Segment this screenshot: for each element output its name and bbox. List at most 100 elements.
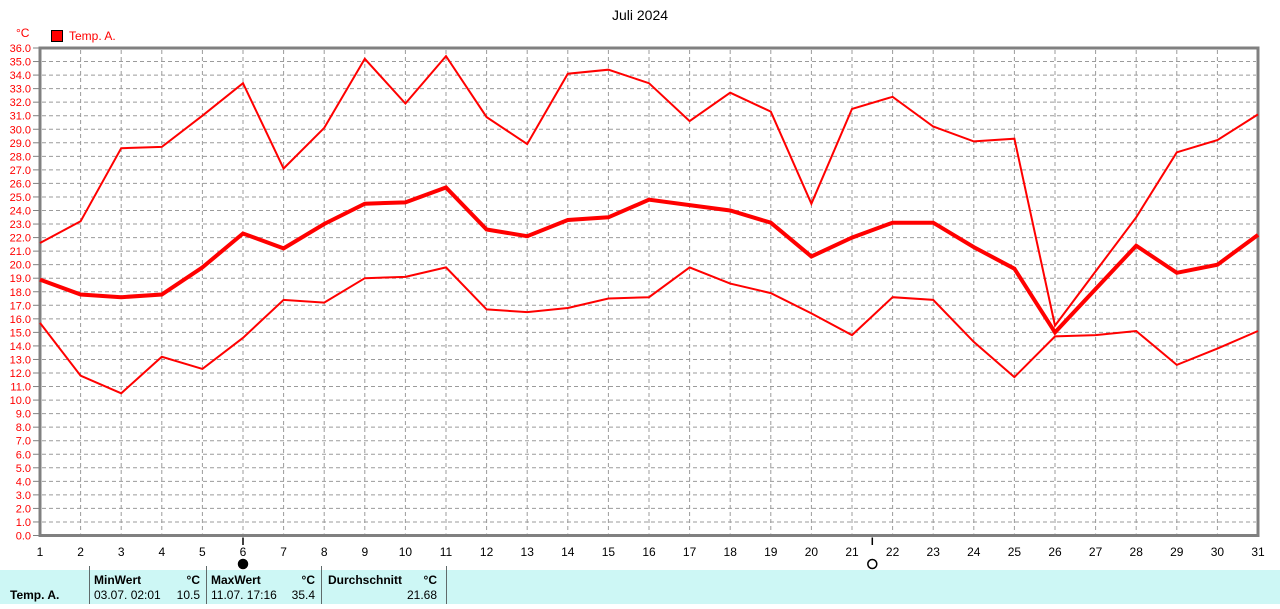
legend-swatch-icon	[51, 30, 63, 42]
svg-text:21.0: 21.0	[10, 246, 31, 258]
svg-text:30: 30	[1211, 545, 1225, 559]
legend-label: Temp. A.	[69, 29, 116, 43]
x-axis-labels: 1 2 3 4 5 6 7 8 9 10 11 12 13 14 15 16 17 18 19 20 21 22 23 24 2…	[37, 545, 1265, 559]
durchschnitt-header: Durchschnitt	[328, 573, 403, 587]
svg-text:9: 9	[361, 545, 368, 559]
svg-text:7: 7	[280, 545, 287, 559]
svg-text:30.0: 30.0	[10, 124, 31, 136]
svg-text:7.0: 7.0	[16, 436, 31, 448]
svg-text:23.0: 23.0	[10, 219, 31, 231]
svg-text:14.0: 14.0	[10, 341, 31, 353]
svg-text:29: 29	[1170, 545, 1184, 559]
svg-text:1: 1	[37, 545, 44, 559]
svg-text:14: 14	[561, 545, 575, 559]
table-separator	[89, 566, 90, 604]
svg-text:1.0: 1.0	[16, 517, 31, 529]
svg-text:16.0: 16.0	[10, 314, 31, 326]
svg-text:28: 28	[1130, 545, 1144, 559]
svg-text:26.0: 26.0	[10, 178, 31, 190]
svg-text:11: 11	[440, 545, 453, 559]
svg-text:4.0: 4.0	[16, 476, 31, 488]
svg-text:15: 15	[602, 545, 616, 559]
y-axis-unit-label: °C	[16, 26, 30, 40]
svg-text:5.0: 5.0	[16, 463, 31, 475]
svg-text:31.0: 31.0	[10, 111, 31, 123]
stats-row-label: Temp. A.	[10, 588, 60, 602]
svg-text:12: 12	[480, 545, 494, 559]
series-max-line	[39, 54, 1259, 328]
svg-text:10: 10	[399, 545, 413, 559]
svg-text:22: 22	[886, 545, 900, 559]
svg-text:28.0: 28.0	[10, 151, 31, 163]
minwert-datetime: 03.07. 02:01	[94, 588, 161, 602]
maxwert-header: MaxWert	[211, 573, 261, 587]
svg-text:13: 13	[521, 545, 535, 559]
svg-text:20.0: 20.0	[10, 260, 31, 272]
svg-text:23: 23	[927, 545, 941, 559]
y-axis-ticks	[33, 47, 39, 536]
svg-text:25: 25	[1008, 545, 1022, 559]
svg-text:17.0: 17.0	[10, 300, 31, 312]
svg-text:20: 20	[805, 545, 819, 559]
svg-text:27: 27	[1089, 545, 1103, 559]
durchschnitt-value: 21.68	[406, 588, 437, 602]
svg-text:11.0: 11.0	[10, 382, 31, 394]
chart-title: Juli 2024	[611, 7, 669, 23]
svg-text:18.0: 18.0	[10, 287, 31, 299]
plot-frame	[38, 46, 1260, 537]
temperature-line-chart: 0.01.02.03.04.05.06.07.08.09.010.011.012…	[10, 43, 1265, 570]
svg-text:2: 2	[77, 545, 84, 559]
svg-text:2.0: 2.0	[16, 503, 31, 515]
grid-lines	[42, 50, 1256, 534]
svg-text:3: 3	[118, 545, 125, 559]
minwert-unit: °C	[186, 573, 200, 587]
svg-text:31: 31	[1251, 545, 1265, 559]
svg-text:16: 16	[642, 545, 656, 559]
series-avg-line	[39, 185, 1260, 336]
svg-text:12.0: 12.0	[10, 368, 31, 380]
minwert-header: MinWert	[94, 573, 142, 587]
svg-text:8: 8	[321, 545, 328, 559]
svg-text:6.0: 6.0	[16, 449, 31, 461]
svg-text:24.0: 24.0	[10, 206, 31, 218]
new-moon-icon	[237, 537, 249, 570]
svg-text:9.0: 9.0	[16, 409, 31, 421]
svg-text:35.0: 35.0	[10, 57, 31, 69]
svg-text:5: 5	[199, 545, 206, 559]
table-separator	[446, 566, 447, 604]
stats-table: Temp. A. MinWert °C 03.07. 02:01 10.5 Ma…	[0, 566, 1280, 604]
svg-text:17: 17	[683, 545, 697, 559]
series-min-line	[39, 266, 1259, 395]
svg-text:8.0: 8.0	[16, 422, 31, 434]
svg-text:3.0: 3.0	[16, 490, 31, 502]
svg-text:33.0: 33.0	[10, 84, 31, 96]
table-separator	[321, 566, 322, 604]
svg-text:18: 18	[724, 545, 738, 559]
svg-text:32.0: 32.0	[10, 97, 31, 109]
svg-text:29.0: 29.0	[10, 138, 31, 150]
durchschnitt-unit: °C	[423, 573, 437, 587]
svg-text:6: 6	[240, 545, 247, 559]
svg-text:0.0: 0.0	[16, 531, 31, 543]
maxwert-datetime: 11.07. 17:16	[211, 588, 277, 602]
legend: Temp. A.	[51, 29, 116, 43]
svg-text:34.0: 34.0	[10, 70, 31, 82]
full-moon-icon	[867, 537, 878, 570]
svg-text:26: 26	[1048, 545, 1062, 559]
svg-text:36.0: 36.0	[10, 43, 31, 55]
svg-text:22.0: 22.0	[10, 233, 31, 245]
svg-text:19.0: 19.0	[10, 273, 31, 285]
table-separator	[206, 566, 207, 604]
svg-text:15.0: 15.0	[10, 327, 31, 339]
svg-text:13.0: 13.0	[10, 354, 31, 366]
svg-text:19: 19	[764, 545, 778, 559]
y-axis-labels: 0.0 1.0 2.03.0 4.05.0 6.07.0 8.09.0 10.011.0 12…	[10, 43, 31, 543]
svg-text:4: 4	[158, 545, 165, 559]
svg-text:27.0: 27.0	[10, 165, 31, 177]
maxwert-value: 35.4	[291, 588, 315, 602]
minwert-value: 10.5	[176, 588, 200, 602]
svg-text:10.0: 10.0	[10, 395, 31, 407]
maxwert-unit: °C	[301, 573, 315, 587]
svg-text:21: 21	[845, 545, 859, 559]
